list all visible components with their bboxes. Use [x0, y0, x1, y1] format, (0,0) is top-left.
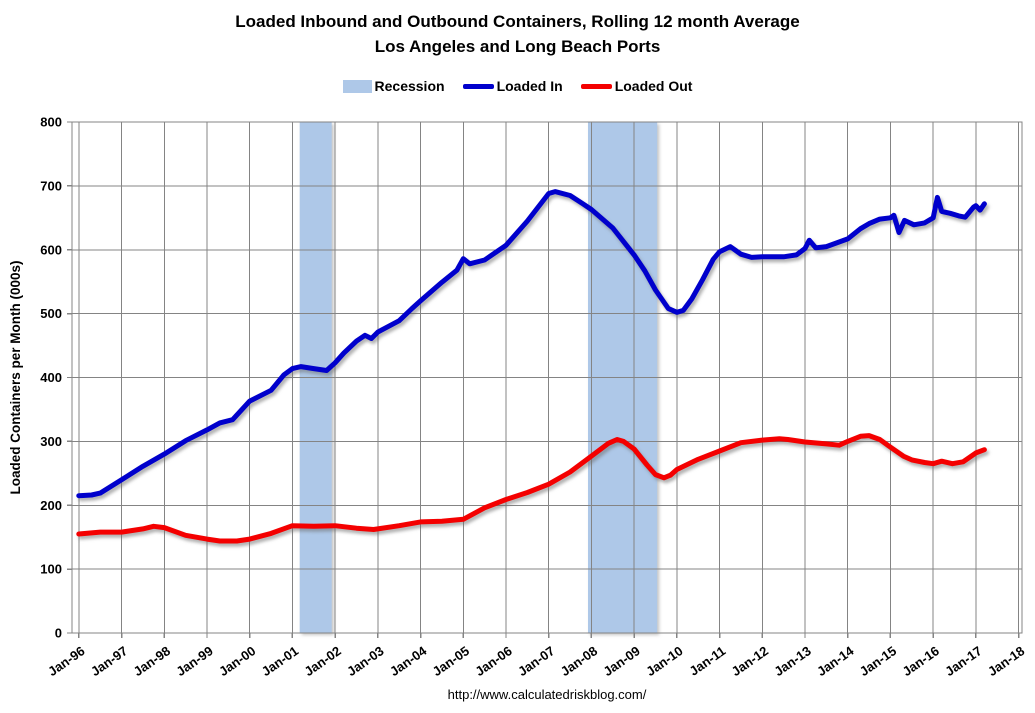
chart-title-line2: Los Angeles and Long Beach Ports [374, 37, 661, 56]
x-tick-label: Jan-02 [301, 643, 343, 679]
x-tick-label: Jan-00 [216, 643, 258, 679]
x-tick-label: Jan-05 [430, 643, 472, 679]
chart-legend: Recession Loaded In Loaded Out [0, 78, 1035, 94]
chart-title-line1: Loaded Inbound and Outbound Containers, … [235, 12, 800, 31]
legend-item-loaded-in: Loaded In [462, 78, 563, 94]
y-tick-label: 400 [40, 370, 62, 385]
legend-loaded-out-label: Loaded Out [614, 78, 693, 94]
x-tick-label: Jan-10 [643, 643, 685, 679]
x-tick-label: Jan-03 [344, 643, 386, 679]
x-tick-label: Jan-98 [131, 643, 173, 679]
series-line-loaded-out [76, 433, 987, 544]
y-tick-label: 500 [40, 306, 62, 321]
y-tick-label: 0 [55, 626, 62, 641]
x-tick-label: Jan-04 [387, 643, 430, 679]
y-tick-label: 100 [40, 562, 62, 577]
series-line-loaded-in [76, 189, 987, 499]
loaded-in-line-swatch-icon [462, 83, 494, 89]
y-tick-label: 200 [40, 498, 62, 513]
recession-swatch-icon [342, 79, 372, 93]
legend-item-recession: Recession [342, 78, 445, 94]
y-tick-label: 300 [40, 434, 62, 449]
x-tick-label: Jan-11 [687, 643, 729, 679]
x-tick-label: Jan-17 [942, 643, 984, 679]
y-tick-label: 800 [40, 115, 62, 130]
chart-title: Loaded Inbound and Outbound Containers, … [0, 9, 1035, 59]
x-tick-label: Jan-07 [515, 643, 557, 679]
x-tick-label: Jan-13 [771, 643, 813, 679]
x-tick-label: Jan-96 [45, 643, 87, 679]
y-axis-title: Loaded Containers per Month (000s) [8, 260, 23, 494]
x-tick-label: Jan-97 [88, 643, 130, 679]
y-tick-label: 700 [40, 178, 62, 193]
x-tick-label: Jan-14 [814, 643, 857, 679]
legend-item-loaded-out: Loaded Out [580, 78, 693, 94]
x-tick-label: Jan-99 [173, 643, 215, 679]
x-tick-label: Jan-12 [729, 643, 771, 679]
y-tick-label: 600 [40, 242, 62, 257]
source-url: http://www.calculatedriskblog.com/ [447, 687, 647, 702]
legend-recession-label: Recession [374, 78, 445, 94]
x-tick-label: Jan-09 [600, 643, 642, 679]
x-tick-label: Jan-16 [900, 643, 942, 679]
x-tick-label: Jan-18 [985, 643, 1027, 679]
x-tick-label: Jan-15 [857, 643, 899, 679]
x-tick-label: Jan-08 [558, 643, 600, 679]
x-tick-label: Jan-06 [472, 643, 514, 679]
x-tick-label: Jan-01 [259, 643, 301, 679]
legend-loaded-in-label: Loaded In [496, 78, 563, 94]
loaded-out-line-swatch-icon [580, 83, 612, 89]
